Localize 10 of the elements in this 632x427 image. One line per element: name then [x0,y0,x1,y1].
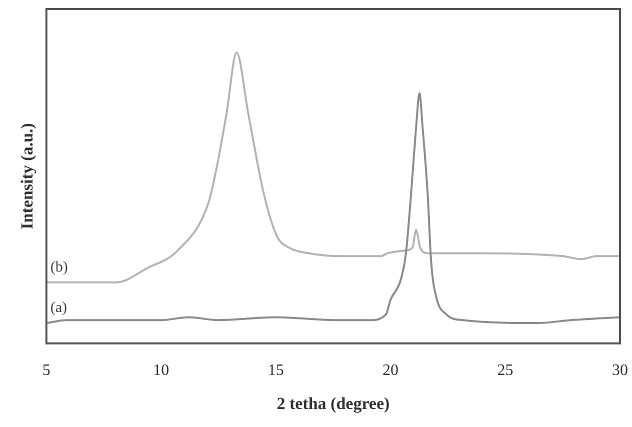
x-tick-label: 15 [268,362,284,380]
series-label: (b) [50,259,68,276]
x-axis-title: 2 tetha (degree) [276,394,390,414]
x-tick-label: 25 [497,362,514,380]
series-label: (a) [50,300,68,316]
x-tick-label: 5 [42,362,50,380]
x-tick-label: 20 [382,362,399,380]
x-tick-label: 10 [153,362,170,380]
x-tick-label: 30 [612,362,628,380]
y-axis-title: Intensity (a.u.) [18,123,37,230]
